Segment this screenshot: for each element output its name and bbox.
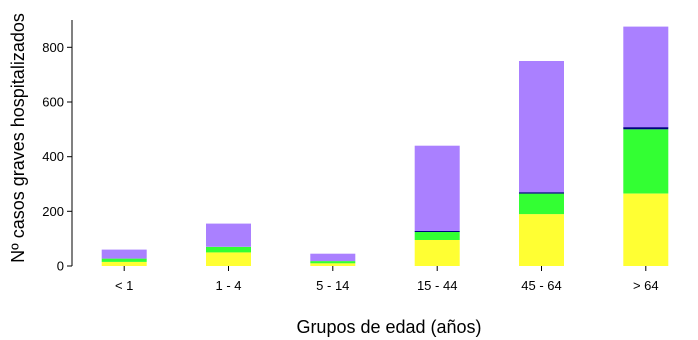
bar-segment-2-series-3 (310, 253, 356, 262)
x-tick-label: 45 - 64 (521, 278, 561, 293)
bar-segment-1-series-1 (206, 246, 251, 253)
y-tick-label: 600 (42, 95, 64, 110)
bar-segment-3-series-1 (414, 231, 460, 240)
bar-segment-1-series-3 (206, 223, 251, 247)
bar-segment-3-series-3 (414, 145, 460, 231)
x-tick-label: 1 - 4 (215, 278, 241, 293)
x-tick-label: 15 - 44 (417, 278, 457, 293)
y-tick-label: 0 (57, 259, 64, 274)
bar-segment-4-series-3 (519, 61, 564, 193)
x-tick-label: > 64 (633, 278, 659, 293)
x-tick-label: 5 - 14 (316, 278, 349, 293)
bar-segment-5-series-2 (623, 127, 669, 130)
bar-segment-4-series-2 (519, 192, 564, 194)
y-axis-ticks: 0 200 400 600 800 (42, 40, 72, 274)
bar-segment-3-series-0 (414, 240, 460, 266)
bar-segment-0-series-0 (101, 261, 147, 266)
bar-segment-3-series-2 (414, 231, 460, 232)
bar-segment-0-series-3 (101, 249, 147, 259)
x-axis-title: Grupos de edad (años) (296, 317, 481, 337)
x-tick-label: < 1 (115, 278, 133, 293)
bar-segment-0-series-1 (101, 258, 147, 262)
bar-segment-1-series-0 (206, 252, 251, 266)
bar-segment-5-series-1 (623, 129, 669, 194)
y-tick-label: 200 (42, 204, 64, 219)
x-axis-ticks: < 1 1 - 4 5 - 14 15 - 44 45 - 64 > 64 (115, 266, 659, 293)
bar-segment-4-series-0 (519, 214, 564, 266)
y-tick-label: 400 (42, 149, 64, 164)
bars-layer (101, 26, 669, 266)
y-axis-title: Nº casos graves hospitalizados (8, 13, 28, 263)
bar-segment-2-series-0 (310, 263, 356, 266)
y-tick-label: 800 (42, 40, 64, 55)
bar-segment-4-series-1 (519, 193, 564, 215)
bar-segment-5-series-3 (623, 26, 669, 128)
bar-segment-5-series-0 (623, 193, 669, 266)
bar-segment-2-series-1 (310, 261, 356, 264)
